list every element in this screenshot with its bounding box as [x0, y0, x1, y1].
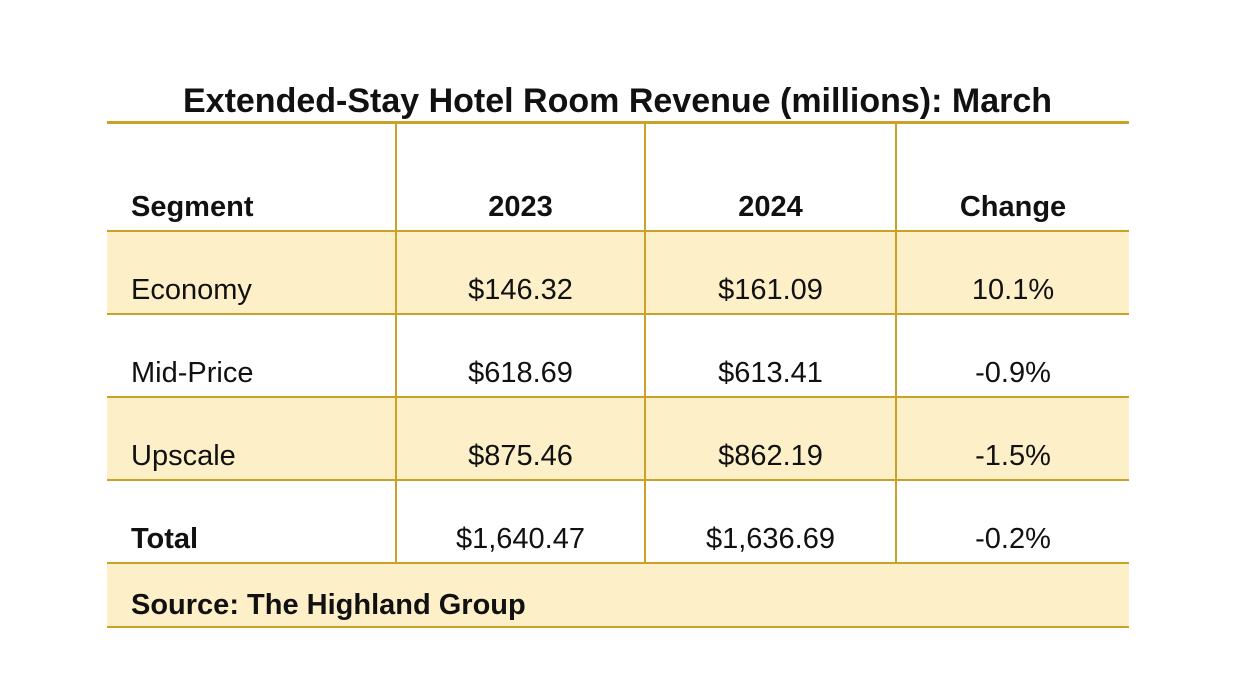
table-title: Extended-Stay Hotel Room Revenue (millio… [182, 82, 1053, 120]
table-row: Economy $146.32 $161.09 10.1% [107, 231, 1129, 315]
change-cell: -1.5% [895, 397, 1129, 481]
header-segment: Segment [107, 121, 396, 232]
change-cell: -0.2% [895, 480, 1129, 564]
value-2024-cell: $1,636.69 [644, 480, 896, 564]
value-2024-cell: $161.09 [644, 231, 896, 315]
change-cell: 10.1% [895, 231, 1129, 315]
revenue-table: Segment 2023 2024 Change Economy $146.32… [107, 121, 1129, 628]
total-row: Total $1,640.47 $1,636.69 -0.2% [107, 480, 1129, 564]
segment-cell: Upscale [107, 397, 396, 481]
header-2023: 2023 [395, 121, 645, 232]
segment-cell: Total [107, 480, 396, 564]
value-2024-cell: $862.19 [644, 397, 896, 481]
table-row: Mid-Price $618.69 $613.41 -0.9% [107, 314, 1129, 398]
value-2023-cell: $146.32 [395, 231, 645, 315]
segment-cell: Mid-Price [107, 314, 396, 398]
header-row: Segment 2023 2024 Change [107, 121, 1129, 232]
source-note: Source: The Highland Group [107, 563, 1129, 628]
segment-cell: Economy [107, 231, 396, 315]
value-2023-cell: $618.69 [395, 314, 645, 398]
value-2023-cell: $875.46 [395, 397, 645, 481]
value-2024-cell: $613.41 [644, 314, 896, 398]
table-row: Upscale $875.46 $862.19 -1.5% [107, 397, 1129, 481]
source-row: Source: The Highland Group [107, 563, 1129, 628]
value-2023-cell: $1,640.47 [395, 480, 645, 564]
header-2024: 2024 [644, 121, 896, 232]
header-change: Change [895, 121, 1129, 232]
change-cell: -0.9% [895, 314, 1129, 398]
